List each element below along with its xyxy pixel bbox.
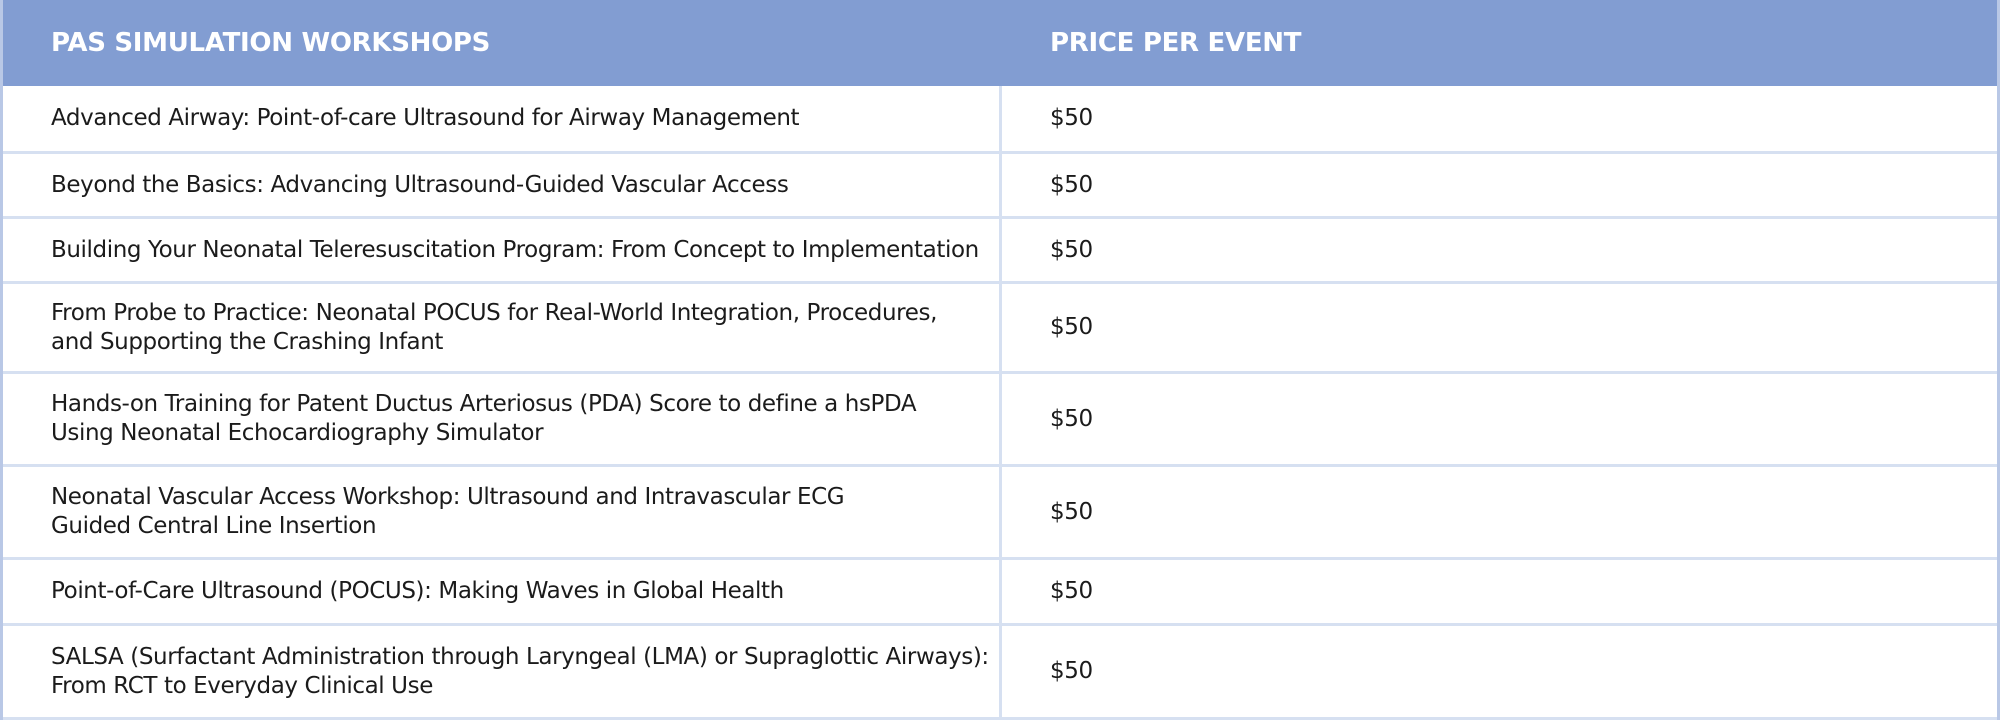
price-cell: $50 bbox=[1050, 154, 1093, 216]
table-row: Building Your Neonatal Teleresuscitation… bbox=[3, 219, 1997, 284]
workshop-line: Advanced Airway: Point-of-care Ultrasoun… bbox=[51, 105, 800, 131]
header-cell: PAS SIMULATION WORKSHOPS bbox=[51, 28, 491, 58]
workshop-line: Guided Central Line Insertion bbox=[51, 513, 377, 539]
price: $50 bbox=[1050, 236, 1093, 263]
workshop-cell: From Probe to Practice: Neonatal POCUS f… bbox=[51, 284, 991, 371]
price: $50 bbox=[1050, 171, 1093, 198]
table-row: From Probe to Practice: Neonatal POCUS f… bbox=[3, 284, 1997, 374]
price-cell: $50 bbox=[1050, 86, 1093, 151]
header-row: PAS SIMULATION WORKSHOPS PRICE PER EVENT bbox=[3, 0, 1997, 86]
price-cell: $50 bbox=[1050, 284, 1093, 371]
workshop-cell: Beyond the Basics: Advancing Ultrasound-… bbox=[51, 154, 991, 216]
workshop-cell: Neonatal Vascular Access Workshop: Ultra… bbox=[51, 467, 991, 557]
price: $50 bbox=[1050, 498, 1093, 525]
workshop-line: Point-of-Care Ultrasound (POCUS): Making… bbox=[51, 578, 784, 604]
price: $50 bbox=[1050, 658, 1093, 684]
table-row: Hands-on Training for Patent Ductus Arte… bbox=[3, 374, 1997, 467]
table-row: Advanced Airway: Point-of-care Ultrasoun… bbox=[3, 86, 1997, 154]
price-cell: $50 bbox=[1050, 626, 1093, 717]
workshop-cell: SALSA (Surfactant Administration through… bbox=[51, 626, 991, 717]
workshop-line: From RCT to Everyday Clinical Use bbox=[51, 672, 433, 699]
workshop-line: Using Neonatal Echocardiography Simulato… bbox=[51, 420, 544, 446]
header-cell: PRICE PER EVENT bbox=[1050, 28, 1302, 58]
price-cell: $50 bbox=[1050, 467, 1093, 557]
price-cell: $50 bbox=[1050, 560, 1093, 623]
workshop-line: Building Your Neonatal Teleresuscitation… bbox=[51, 236, 979, 263]
price-cell: $50 bbox=[1050, 219, 1093, 281]
price-cell: $50 bbox=[1050, 374, 1093, 464]
table-row: Beyond the Basics: Advancing Ultrasound-… bbox=[3, 154, 1997, 219]
workshop-line: Neonatal Vascular Access Workshop: Ultra… bbox=[51, 484, 845, 510]
workshop-line: From Probe to Practice: Neonatal POCUS f… bbox=[51, 299, 937, 326]
price: $50 bbox=[1050, 405, 1093, 432]
table-row: Neonatal Vascular Access Workshop: Ultra… bbox=[3, 467, 1997, 560]
workshop-cell: Hands-on Training for Patent Ductus Arte… bbox=[51, 374, 991, 464]
workshop-cell: Advanced Airway: Point-of-care Ultrasoun… bbox=[51, 86, 991, 151]
column-divider bbox=[999, 0, 1002, 720]
workshop-line: Hands-on Training for Patent Ductus Arte… bbox=[51, 391, 917, 417]
price: $50 bbox=[1050, 105, 1093, 131]
workshop-line: SALSA (Surfactant Administration through… bbox=[51, 643, 989, 670]
workshop-cell: Point-of-Care Ultrasound (POCUS): Making… bbox=[51, 560, 991, 623]
table-row: SALSA (Surfactant Administration through… bbox=[3, 626, 1997, 720]
workshop-line: Beyond the Basics: Advancing Ultrasound-… bbox=[51, 171, 789, 198]
price: $50 bbox=[1050, 314, 1093, 340]
table-row: Point-of-Care Ultrasound (POCUS): Making… bbox=[3, 560, 1997, 626]
price: $50 bbox=[1050, 578, 1093, 604]
workshop-cell: Building Your Neonatal Teleresuscitation… bbox=[51, 219, 991, 281]
workshop-line: and Supporting the Crashing Infant bbox=[51, 328, 444, 355]
